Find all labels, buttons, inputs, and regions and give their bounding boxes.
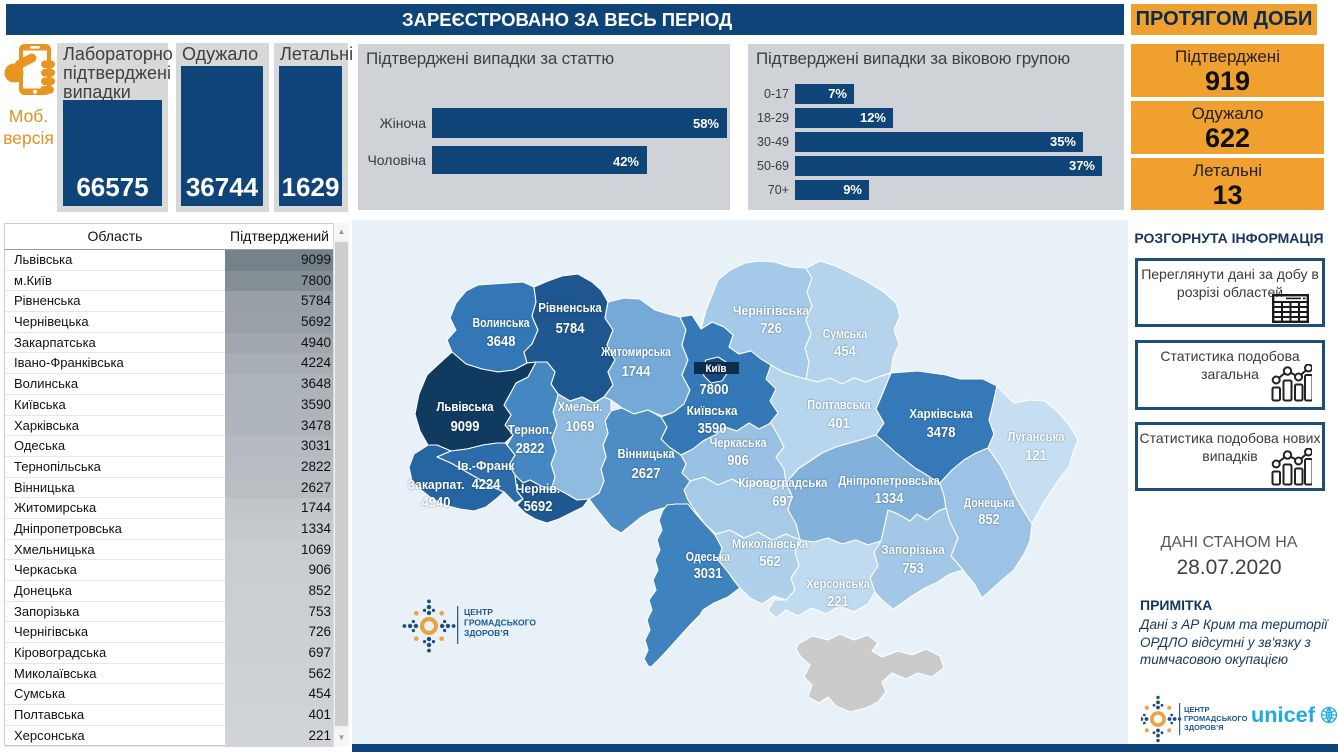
svg-text:Кіровоградська: Кіровоградська: [739, 475, 829, 490]
svg-text:Львівська: Львівська: [436, 399, 494, 414]
svg-text:ЗДОРОВ’Я: ЗДОРОВ’Я: [1184, 723, 1224, 732]
svg-text:Закарпат.: Закарпат.: [407, 477, 464, 492]
svg-text:906: 906: [727, 452, 749, 469]
svg-text:1069: 1069: [566, 418, 595, 435]
svg-text:9099: 9099: [451, 418, 480, 435]
svg-text:Черкаська: Черкаська: [709, 435, 767, 450]
svg-text:Донецька: Донецька: [964, 495, 1015, 510]
svg-text:121: 121: [1025, 447, 1047, 464]
svg-text:Терноп.: Терноп.: [508, 422, 552, 437]
svg-text:Одеська: Одеська: [686, 549, 731, 564]
svg-text:3478: 3478: [927, 424, 956, 441]
svg-text:697: 697: [772, 493, 794, 510]
svg-text:1744: 1744: [622, 363, 651, 380]
svg-text:5692: 5692: [524, 498, 553, 515]
svg-text:7800: 7800: [700, 381, 729, 398]
svg-text:Київська: Київська: [687, 403, 738, 418]
svg-text:Херсонська: Херсонська: [806, 576, 870, 591]
svg-text:Запорізька: Запорізька: [881, 542, 945, 557]
svg-text:Ів.-Франк: Ів.-Франк: [457, 458, 515, 473]
svg-text:4940: 4940: [422, 494, 451, 511]
svg-text:Волинська: Волинська: [472, 315, 530, 330]
svg-text:4224: 4224: [472, 476, 501, 493]
svg-text:3648: 3648: [487, 333, 516, 350]
svg-text:ЦЕНТР: ЦЕНТР: [1184, 705, 1209, 714]
svg-text:2822: 2822: [516, 440, 545, 457]
svg-text:401: 401: [828, 415, 850, 432]
svg-text:Хмельн.: Хмельн.: [558, 399, 602, 414]
svg-text:Чернігівська: Чернігівська: [733, 303, 810, 318]
svg-text:Луганська: Луганська: [1007, 429, 1065, 444]
svg-text:Київ: Київ: [706, 363, 727, 375]
svg-text:Рівненська: Рівненська: [538, 300, 602, 315]
svg-text:5784: 5784: [556, 320, 585, 337]
svg-text:unicef: unicef: [1251, 704, 1316, 727]
svg-text:454: 454: [834, 343, 856, 360]
svg-text:Полтавська: Полтавська: [807, 397, 871, 412]
svg-text:Житомирська: Житомирська: [600, 344, 671, 359]
svg-text:Дніпропетровська: Дніпропетровська: [838, 473, 940, 488]
svg-text:3590: 3590: [698, 420, 727, 437]
svg-text:3031: 3031: [694, 565, 723, 582]
svg-text:221: 221: [827, 593, 849, 610]
svg-text:2627: 2627: [632, 465, 661, 482]
svg-text:Харківська: Харківська: [909, 406, 973, 421]
svg-text:ЦЕНТР: ЦЕНТР: [464, 607, 493, 617]
svg-text:ЗДОРОВ’Я: ЗДОРОВ’Я: [464, 628, 509, 638]
svg-text:726: 726: [760, 320, 782, 337]
svg-text:753: 753: [902, 560, 924, 577]
svg-text:Чернів.: Чернів.: [516, 481, 560, 496]
svg-text:1334: 1334: [875, 490, 904, 507]
svg-text:ГРОМАДСЬКОГО: ГРОМАДСЬКОГО: [1184, 714, 1248, 723]
svg-text:852: 852: [978, 511, 1000, 528]
svg-text:Вінницька: Вінницька: [617, 446, 675, 461]
svg-text:Миколаївська: Миколаївська: [732, 536, 809, 551]
svg-text:ГРОМАДСЬКОГО: ГРОМАДСЬКОГО: [464, 618, 536, 628]
svg-text:562: 562: [759, 553, 781, 570]
svg-text:Сумська: Сумська: [823, 326, 868, 341]
